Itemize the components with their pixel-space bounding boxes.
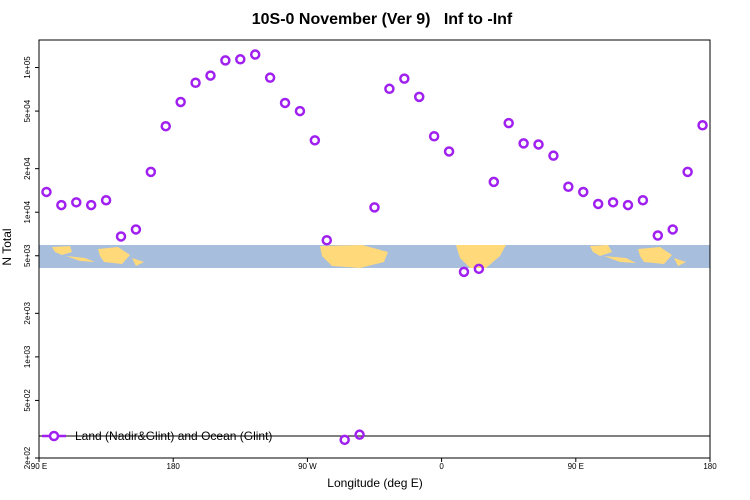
point (130, 224, 142, 235)
point (294, 105, 306, 117)
y-tick-label: 5e+04 (23, 99, 32, 122)
point (667, 224, 678, 235)
map-strip (39, 245, 710, 268)
chart-title: 10S-0 November (Ver 9) Inf to -Inf (252, 11, 513, 28)
x-axis-title: Longitude (deg E) (327, 476, 422, 490)
point (637, 194, 649, 206)
y-tick-label: 2e+03 (23, 302, 32, 325)
point (321, 234, 333, 246)
y-tick-label: 1e+03 (23, 345, 32, 368)
point (41, 186, 52, 198)
point (503, 117, 514, 129)
point (279, 97, 291, 109)
point (682, 166, 693, 178)
point (339, 434, 350, 446)
point (697, 120, 708, 131)
point (384, 83, 395, 95)
point (578, 186, 589, 198)
point (115, 231, 127, 242)
point (160, 120, 171, 132)
point (592, 198, 604, 210)
point (145, 166, 157, 178)
x-tick-label: 0 (439, 462, 444, 471)
point (548, 150, 559, 161)
y-tick-label: 1e+05 (23, 56, 32, 79)
point (563, 181, 574, 192)
x-tick-label: 90 E (568, 462, 584, 471)
y-tick-label: 1e+04 (23, 200, 32, 223)
point (473, 263, 485, 275)
point (249, 49, 261, 60)
point (399, 73, 410, 84)
point (369, 202, 380, 213)
legend-label: Land (Nadir&Glint) and Ocean (Glint) (75, 429, 272, 443)
point (652, 230, 664, 241)
point (56, 199, 67, 211)
y-axis-title: N Total (0, 228, 14, 265)
point (309, 135, 321, 146)
point (354, 429, 365, 440)
y-tick-label: 5e+03 (23, 244, 32, 267)
legend-marker (48, 430, 60, 442)
x-tick-label: 180 (167, 462, 181, 471)
y-tick-label: 2e+02 (23, 446, 32, 469)
point (533, 139, 544, 150)
point (443, 146, 455, 157)
point (235, 54, 246, 65)
point (488, 176, 500, 188)
point (71, 197, 82, 208)
point (220, 55, 231, 66)
point (205, 70, 216, 81)
x-tick-label: 90 E (31, 462, 47, 471)
point (428, 130, 440, 142)
point (518, 138, 529, 149)
point (264, 72, 276, 83)
point (85, 199, 97, 211)
y-tick-label: 2e+04 (23, 157, 32, 180)
point (458, 266, 470, 278)
point (413, 91, 425, 103)
y-tick-label: 5e+02 (23, 389, 32, 412)
point (175, 96, 186, 108)
plot-frame (38, 39, 711, 459)
point (190, 77, 201, 88)
x-tick-label: 90 W (298, 462, 317, 471)
legend: Land (Nadir&Glint) and Ocean (Glint) (39, 429, 710, 443)
point (607, 197, 619, 208)
x-tick-label: 180 (703, 462, 717, 471)
point (622, 199, 634, 211)
point (100, 194, 112, 206)
